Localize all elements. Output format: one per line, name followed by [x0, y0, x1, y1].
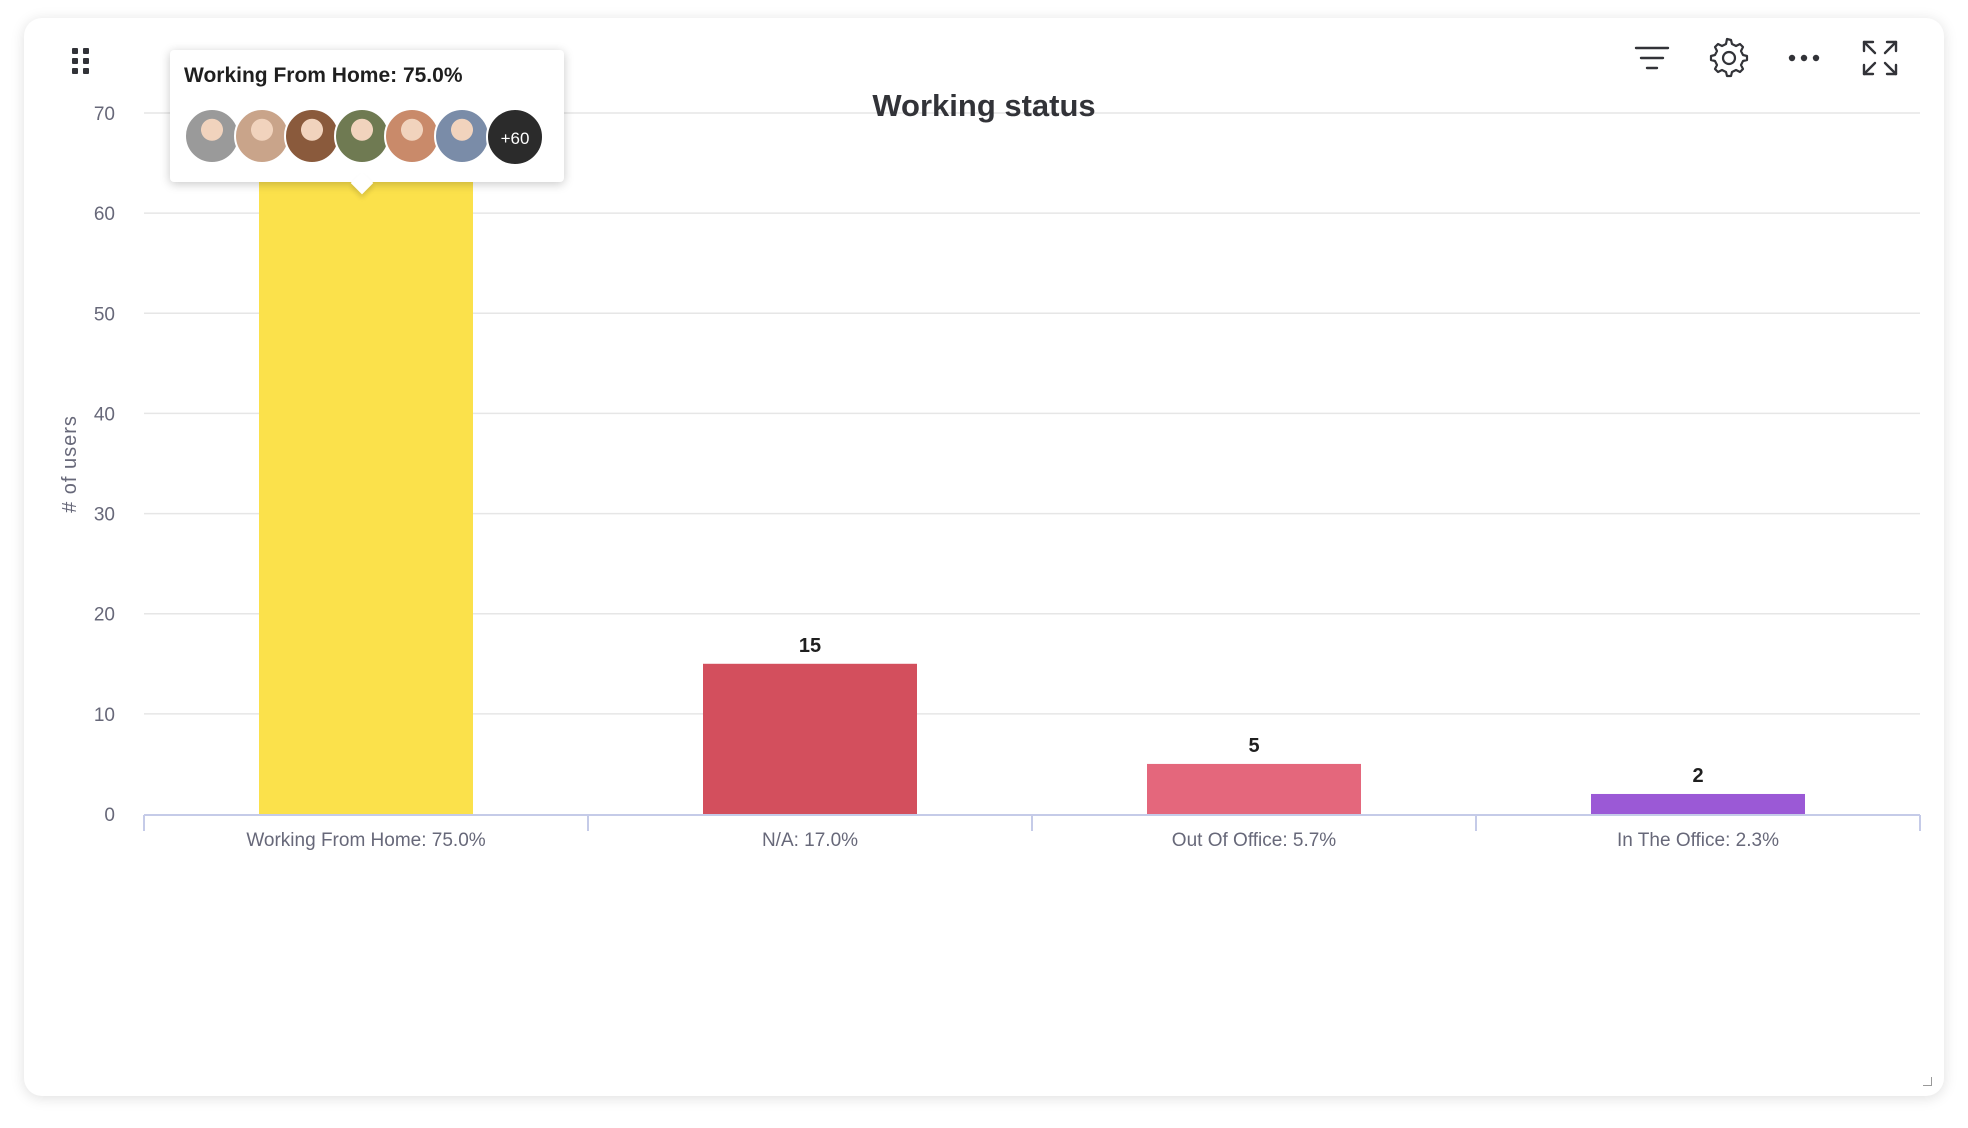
y-tick-label: 0 — [104, 805, 115, 826]
gear-icon[interactable] — [1707, 36, 1751, 80]
y-tick-label: 50 — [94, 304, 115, 325]
bar[interactable] — [1147, 763, 1361, 814]
resize-handle[interactable] — [1923, 1077, 1932, 1086]
fullscreen-icon[interactable] — [1858, 36, 1902, 80]
bar[interactable] — [259, 153, 473, 815]
user-avatar[interactable] — [184, 108, 240, 164]
y-tick-label: 10 — [94, 705, 115, 726]
more-users-badge[interactable]: +60 — [486, 108, 544, 166]
chart-title: Working status — [872, 88, 1096, 123]
user-avatar[interactable] — [284, 108, 340, 164]
user-avatar[interactable] — [334, 108, 390, 164]
more-horizontal-icon[interactable] — [1782, 36, 1826, 80]
x-tick-label: Working From Home: 75.0% — [246, 830, 485, 851]
bar[interactable] — [703, 663, 917, 814]
bar-chart: 0 10 20 30 40 50 60 70 # of users Working From Ho… — [59, 104, 1921, 851]
tooltip-title: Working From Home: 75.0% — [184, 64, 463, 87]
y-tick-label: 20 — [94, 605, 115, 626]
user-avatar[interactable] — [434, 108, 490, 164]
bar-tooltip: Working From Home: 75.0% +60 — [170, 50, 564, 195]
filter-icon[interactable] — [1630, 36, 1674, 80]
y-axis-label: # of users — [59, 415, 81, 513]
drag-grip-icon[interactable] — [62, 40, 102, 80]
chart-widget: 0 10 20 30 40 50 60 70 # of users Working From Ho… — [24, 18, 1944, 1096]
bar-data-label: 2 — [1692, 765, 1703, 787]
y-tick-label: 30 — [94, 505, 115, 526]
x-tick-label: Out Of Office: 5.7% — [1172, 830, 1336, 851]
bar[interactable] — [1591, 793, 1805, 814]
user-avatar[interactable] — [234, 108, 290, 164]
bar-data-label: 5 — [1248, 735, 1259, 757]
x-tick-label: N/A: 17.0% — [762, 830, 858, 851]
user-avatar[interactable] — [384, 108, 440, 164]
y-tick-label: 40 — [94, 404, 115, 425]
y-tick-label: 60 — [94, 204, 115, 225]
bar-data-label: 15 — [799, 635, 821, 657]
x-tick-label: In The Office: 2.3% — [1617, 830, 1779, 851]
y-tick-label: 70 — [94, 104, 115, 125]
